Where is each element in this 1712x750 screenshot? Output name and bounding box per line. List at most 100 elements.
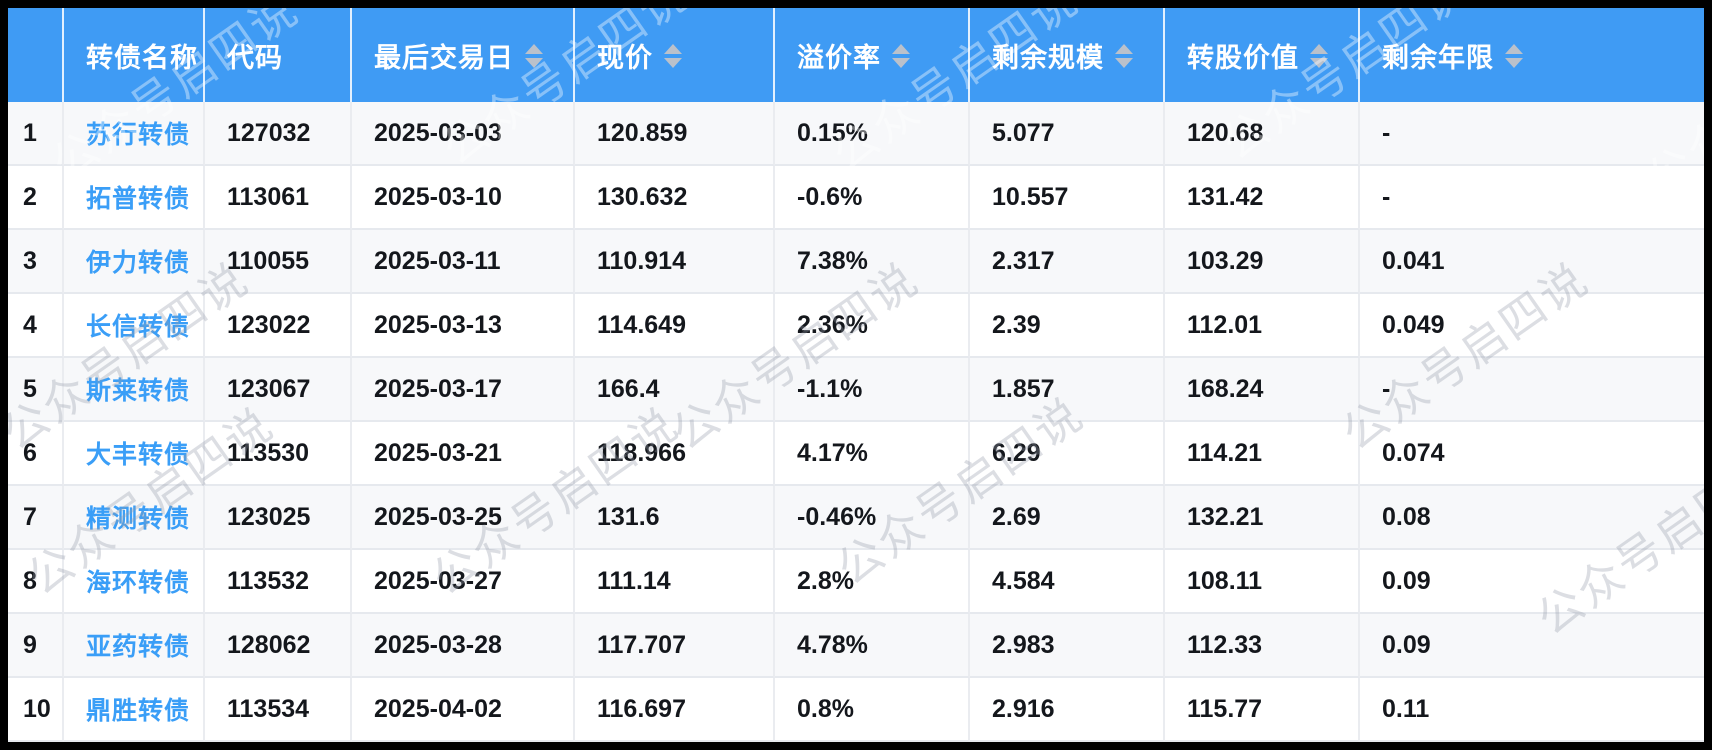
current-price: 117.707: [575, 614, 775, 678]
table-row: 10 鼎胜转债 113534 2025-04-02 116.697 0.8% 2.916 11…: [8, 678, 1704, 742]
current-price: 130.632: [575, 166, 775, 230]
sort-asc-icon[interactable]: [1310, 44, 1328, 54]
remaining-size: 10.557: [970, 166, 1165, 230]
sort-icon[interactable]: [1310, 44, 1328, 68]
row-index: 5: [8, 358, 64, 422]
conversion-value: 115.77: [1165, 678, 1360, 742]
last-trade-date: 2025-03-27: [352, 550, 575, 614]
column-header-price[interactable]: 现价: [575, 8, 775, 102]
column-header-premium_rate[interactable]: 溢价率: [775, 8, 970, 102]
last-trade-date: 2025-03-17: [352, 358, 575, 422]
current-price: 116.697: [575, 678, 775, 742]
column-header-remaining_years[interactable]: 剩余年限: [1360, 8, 1704, 102]
sort-asc-icon[interactable]: [1115, 44, 1133, 54]
sort-icon[interactable]: [1115, 44, 1133, 68]
bond-name-link[interactable]: 大丰转债: [64, 422, 205, 486]
premium-rate: -1.1%: [775, 358, 970, 422]
row-index: 8: [8, 550, 64, 614]
sort-desc-icon[interactable]: [1310, 58, 1328, 68]
premium-rate: -0.46%: [775, 486, 970, 550]
table-row: 5 斯莱转债 123067 2025-03-17 166.4 -1.1% 1.857 168.…: [8, 358, 1704, 422]
column-header-label: 转股价值: [1187, 42, 1299, 73]
column-header-remaining_size[interactable]: 剩余规模: [970, 8, 1165, 102]
remaining-years: -: [1360, 358, 1704, 422]
remaining-size: 4.584: [970, 550, 1165, 614]
row-index: 7: [8, 486, 64, 550]
sort-desc-icon[interactable]: [664, 58, 682, 68]
current-price: 131.6: [575, 486, 775, 550]
remaining-years: 0.041: [1360, 230, 1704, 294]
conversion-value: 132.21: [1165, 486, 1360, 550]
remaining-size: 2.39: [970, 294, 1165, 358]
premium-rate: 4.78%: [775, 614, 970, 678]
last-trade-date: 2025-03-25: [352, 486, 575, 550]
row-index: 3: [8, 230, 64, 294]
convertible-bond-table: 转债名称 代码 最后交易日 现价 溢价率 剩余规模 转股价值 剩余年限 1 苏行转债 127032…: [8, 8, 1704, 742]
sort-asc-icon[interactable]: [664, 44, 682, 54]
bond-name-link[interactable]: 长信转债: [64, 294, 205, 358]
conversion-value: 131.42: [1165, 166, 1360, 230]
column-header-label: 现价: [597, 42, 653, 73]
sort-asc-icon[interactable]: [892, 44, 910, 54]
table-row: 9 亚药转债 128062 2025-03-28 117.707 4.78% 2.983 11…: [8, 614, 1704, 678]
bond-name-link[interactable]: 海环转债: [64, 550, 205, 614]
remaining-years: 0.09: [1360, 550, 1704, 614]
current-price: 110.914: [575, 230, 775, 294]
column-header-label: 代码: [227, 42, 283, 73]
bond-name-link[interactable]: 精测转债: [64, 486, 205, 550]
column-header-label: 转债名称: [86, 42, 198, 73]
conversion-value: 112.33: [1165, 614, 1360, 678]
remaining-size: 6.29: [970, 422, 1165, 486]
remaining-years: -: [1360, 166, 1704, 230]
remaining-years: 0.08: [1360, 486, 1704, 550]
current-price: 111.14: [575, 550, 775, 614]
bond-name-link[interactable]: 拓普转债: [64, 166, 205, 230]
remaining-size: 2.916: [970, 678, 1165, 742]
table-row: 4 长信转债 123022 2025-03-13 114.649 2.36% 2.39 112…: [8, 294, 1704, 358]
sort-icon[interactable]: [892, 44, 910, 68]
column-header-label: 剩余年限: [1382, 42, 1494, 73]
column-header-label: 剩余规模: [992, 42, 1104, 73]
bond-name-link[interactable]: 鼎胜转债: [64, 678, 205, 742]
last-trade-date: 2025-03-28: [352, 614, 575, 678]
row-index: 2: [8, 166, 64, 230]
table-row: 2 拓普转债 113061 2025-03-10 130.632 -0.6% 10.557 1…: [8, 166, 1704, 230]
row-index: 1: [8, 102, 64, 166]
bond-code: 110055: [205, 230, 352, 294]
conversion-value: 114.21: [1165, 422, 1360, 486]
bond-name-link[interactable]: 亚药转债: [64, 614, 205, 678]
remaining-years: -: [1360, 102, 1704, 166]
sort-desc-icon[interactable]: [892, 58, 910, 68]
row-index: 4: [8, 294, 64, 358]
premium-rate: 0.8%: [775, 678, 970, 742]
column-header-label: 最后交易日: [374, 42, 514, 73]
sort-icon[interactable]: [525, 44, 543, 68]
sort-desc-icon[interactable]: [525, 58, 543, 68]
table-row: 8 海环转债 113532 2025-03-27 111.14 2.8% 4.584 108.…: [8, 550, 1704, 614]
bond-name-link[interactable]: 苏行转债: [64, 102, 205, 166]
premium-rate: -0.6%: [775, 166, 970, 230]
premium-rate: 7.38%: [775, 230, 970, 294]
premium-rate: 2.36%: [775, 294, 970, 358]
bond-code: 128062: [205, 614, 352, 678]
sort-icon[interactable]: [1505, 44, 1523, 68]
column-header-code: 代码: [205, 8, 352, 102]
last-trade-date: 2025-03-10: [352, 166, 575, 230]
last-trade-date: 2025-04-02: [352, 678, 575, 742]
sort-desc-icon[interactable]: [1505, 58, 1523, 68]
sort-icon[interactable]: [664, 44, 682, 68]
row-index: 9: [8, 614, 64, 678]
last-trade-date: 2025-03-13: [352, 294, 575, 358]
column-header-last_trade_date[interactable]: 最后交易日: [352, 8, 575, 102]
sort-desc-icon[interactable]: [1115, 58, 1133, 68]
bond-name-link[interactable]: 斯莱转债: [64, 358, 205, 422]
sort-asc-icon[interactable]: [525, 44, 543, 54]
row-index: 10: [8, 678, 64, 742]
sort-asc-icon[interactable]: [1505, 44, 1523, 54]
table-body: 1 苏行转债 127032 2025-03-03 120.859 0.15% 5.077 12…: [8, 102, 1704, 742]
bond-name-link[interactable]: 伊力转债: [64, 230, 205, 294]
table-header-row: 转债名称 代码 最后交易日 现价 溢价率 剩余规模 转股价值 剩余年限: [8, 8, 1704, 102]
conversion-value: 120.68: [1165, 102, 1360, 166]
column-header-conversion_value[interactable]: 转股价值: [1165, 8, 1360, 102]
